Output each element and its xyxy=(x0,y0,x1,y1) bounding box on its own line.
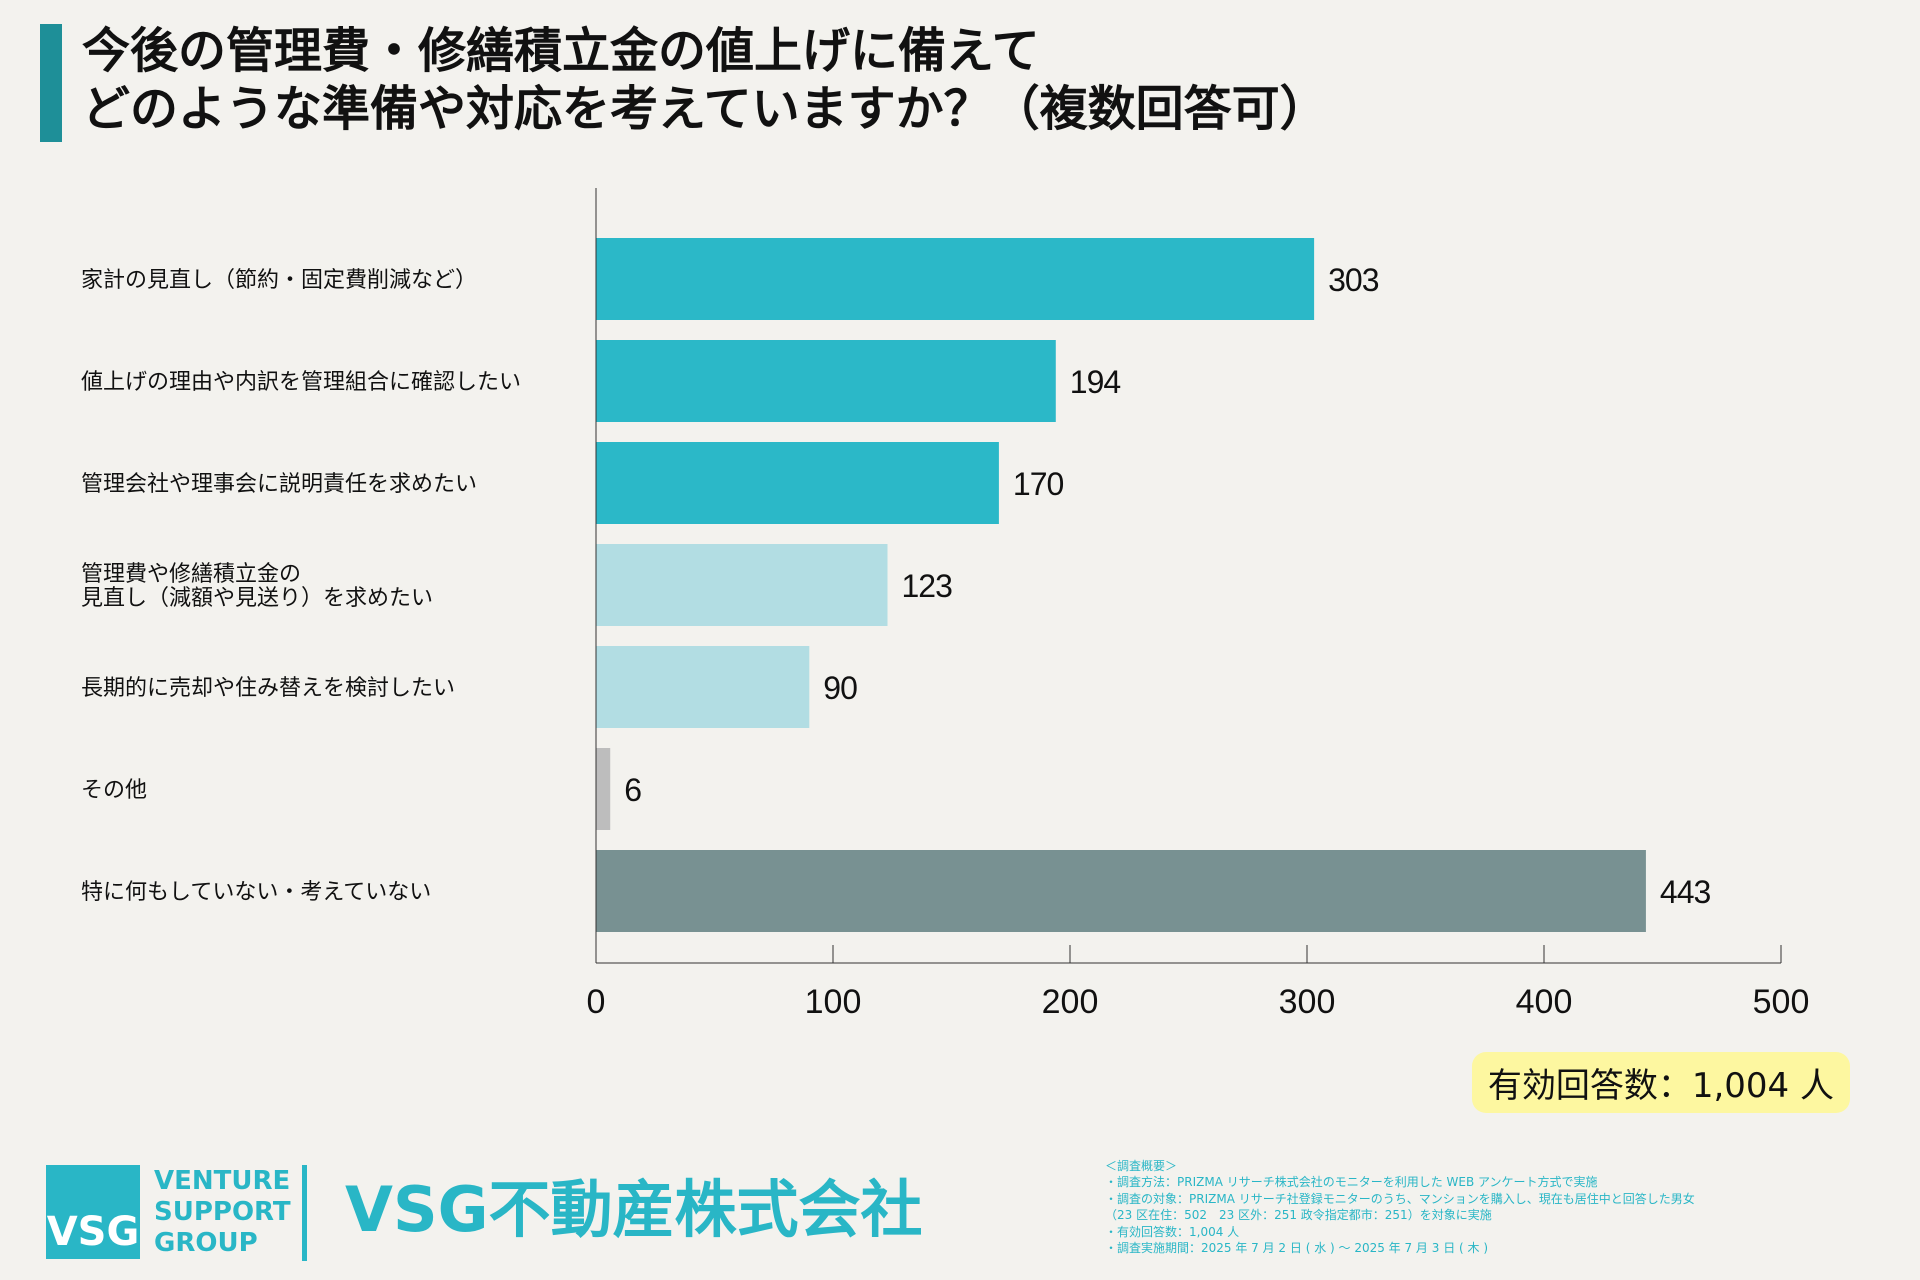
bar-value-label-4: 90 xyxy=(823,670,857,706)
vsg-logo-mark: VSG xyxy=(46,1165,140,1259)
bar-value-label-0: 303 xyxy=(1328,262,1379,298)
chart-title-line-1: 今後の管理費・修繕積立金の値上げに備えて xyxy=(82,23,1040,79)
category-label-2: 管理会社や理事会に説明責任を求めたい xyxy=(81,472,477,497)
logo-word-support: SUPPORT xyxy=(154,1197,291,1227)
bar-2 xyxy=(596,442,999,524)
bar-0 xyxy=(596,238,1315,320)
logo-word-group: GROUP xyxy=(154,1228,258,1258)
notes-valid-responses: ・有効回答数：1,004 人 xyxy=(1105,1224,1240,1239)
title-accent-bar xyxy=(40,24,62,142)
category-label-3-line-1: 見直し（減額や見送り）を求めたい xyxy=(81,586,433,611)
x-tick-label-0: 0 xyxy=(587,983,606,1021)
category-label-4: 長期的に売却や住み替えを検討したい xyxy=(81,676,455,701)
x-tick-label-2: 200 xyxy=(1042,983,1099,1021)
chart-title: 今後の管理費・修繕積立金の値上げに備えて どのような準備や対応を考えていますか？… xyxy=(82,22,1328,138)
notes-method: ・調査方法：PRIZMA リサーチ株式会社のモニターを利用した WEB アンケー… xyxy=(1105,1175,1598,1190)
bar-value-label-1: 194 xyxy=(1070,364,1121,400)
category-label-6: 特に何もしていない・考えていない xyxy=(81,880,431,905)
x-tick-label-1: 100 xyxy=(805,983,862,1021)
bar-value-label-2: 170 xyxy=(1013,466,1064,502)
category-label-3-line-0: 管理費や修繕積立金の xyxy=(81,562,301,587)
x-tick-label-4: 400 xyxy=(1516,983,1573,1021)
category-label-0: 家計の見直し（節約・固定費削減など） xyxy=(81,268,477,293)
bar-value-label-6: 443 xyxy=(1660,874,1711,910)
bar-1 xyxy=(596,340,1056,422)
bar-4 xyxy=(596,646,810,728)
bar-5 xyxy=(596,748,611,830)
vsg-logo-words: VENTURE SUPPORT GROUP xyxy=(154,1166,291,1259)
chart-title-line-2: どのような準備や対応を考えていますか？（複数回答可） xyxy=(82,81,1328,137)
bar-value-label-5: 6 xyxy=(624,772,641,808)
notes-period: ・調査実施期間：2025 年 7 月 2 日 ( 水 ) ～ 2025 年 7 … xyxy=(1105,1240,1489,1255)
bar-value-label-3: 123 xyxy=(902,568,953,604)
x-tick-label-3: 300 xyxy=(1279,983,1336,1021)
respondent-count-badge: 有効回答数：1,004 人 xyxy=(1471,1052,1850,1113)
notes-target: ・調査の対象：PRIZMA リサーチ社登録モニターのうち、マンションを購入し、現… xyxy=(1105,1191,1695,1206)
survey-notes: ＜調査概要＞ ・調査方法：PRIZMA リサーチ株式会社のモニターを利用した W… xyxy=(1105,1158,1695,1256)
company-name: VSG不動産株式会社 xyxy=(345,1173,923,1246)
bar-3 xyxy=(596,544,888,626)
category-label-5: その他 xyxy=(81,778,147,803)
logo-word-venture: VENTURE xyxy=(154,1166,291,1196)
notes-target-detail: （23 区在住：502 23 区外：251 政令指定都市：251）を対象に実施 xyxy=(1105,1208,1492,1223)
notes-heading: ＜調査概要＞ xyxy=(1105,1159,1178,1173)
x-tick-label-5: 500 xyxy=(1753,983,1810,1021)
bar-chart: 303 家計の見直し（節約・固定費削減など） 194 値上げの理由や内訳を管理組合に確… xyxy=(81,188,1810,1021)
category-label-1: 値上げの理由や内訳を管理組合に確認したい xyxy=(81,370,521,395)
logo-divider xyxy=(302,1165,307,1261)
bar-6 xyxy=(596,850,1646,932)
